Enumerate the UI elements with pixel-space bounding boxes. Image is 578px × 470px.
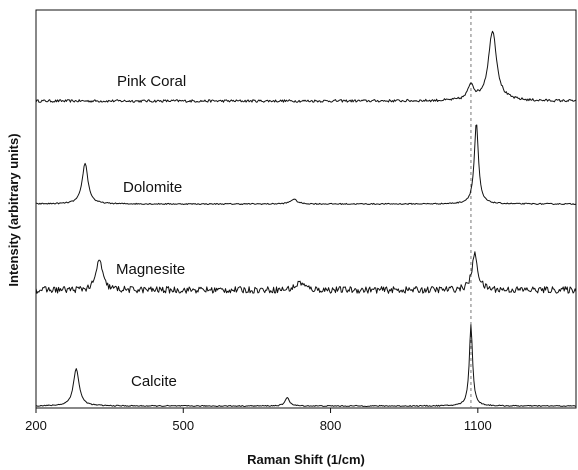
x-tick-label: 1100 — [464, 418, 492, 433]
series-labels: Pink Coral Dolomite Magnesite Calcite — [116, 73, 186, 390]
trace-pink-coral — [35, 30, 577, 103]
spectra-traces — [35, 30, 577, 407]
series-label-dolomite: Dolomite — [123, 179, 182, 196]
series-label-calcite: Calcite — [131, 373, 177, 390]
x-tick-label: 200 — [25, 418, 47, 433]
trace-calcite — [35, 324, 577, 407]
trace-magnesite — [35, 251, 577, 294]
trace-dolomite — [36, 124, 577, 205]
y-axis-title: Intensity (arbitrary units) — [6, 133, 21, 286]
x-tick-label: 800 — [320, 418, 342, 433]
series-label-pink-coral: Pink Coral — [117, 73, 186, 90]
plot-frame — [35, 9, 577, 409]
series-label-magnesite: Magnesite — [116, 261, 185, 278]
x-axis-title: Raman Shift (1/cm) — [247, 452, 365, 467]
x-tick-label: 500 — [172, 418, 194, 433]
x-axis-ticks: 200 500 800 1100 — [25, 408, 492, 433]
